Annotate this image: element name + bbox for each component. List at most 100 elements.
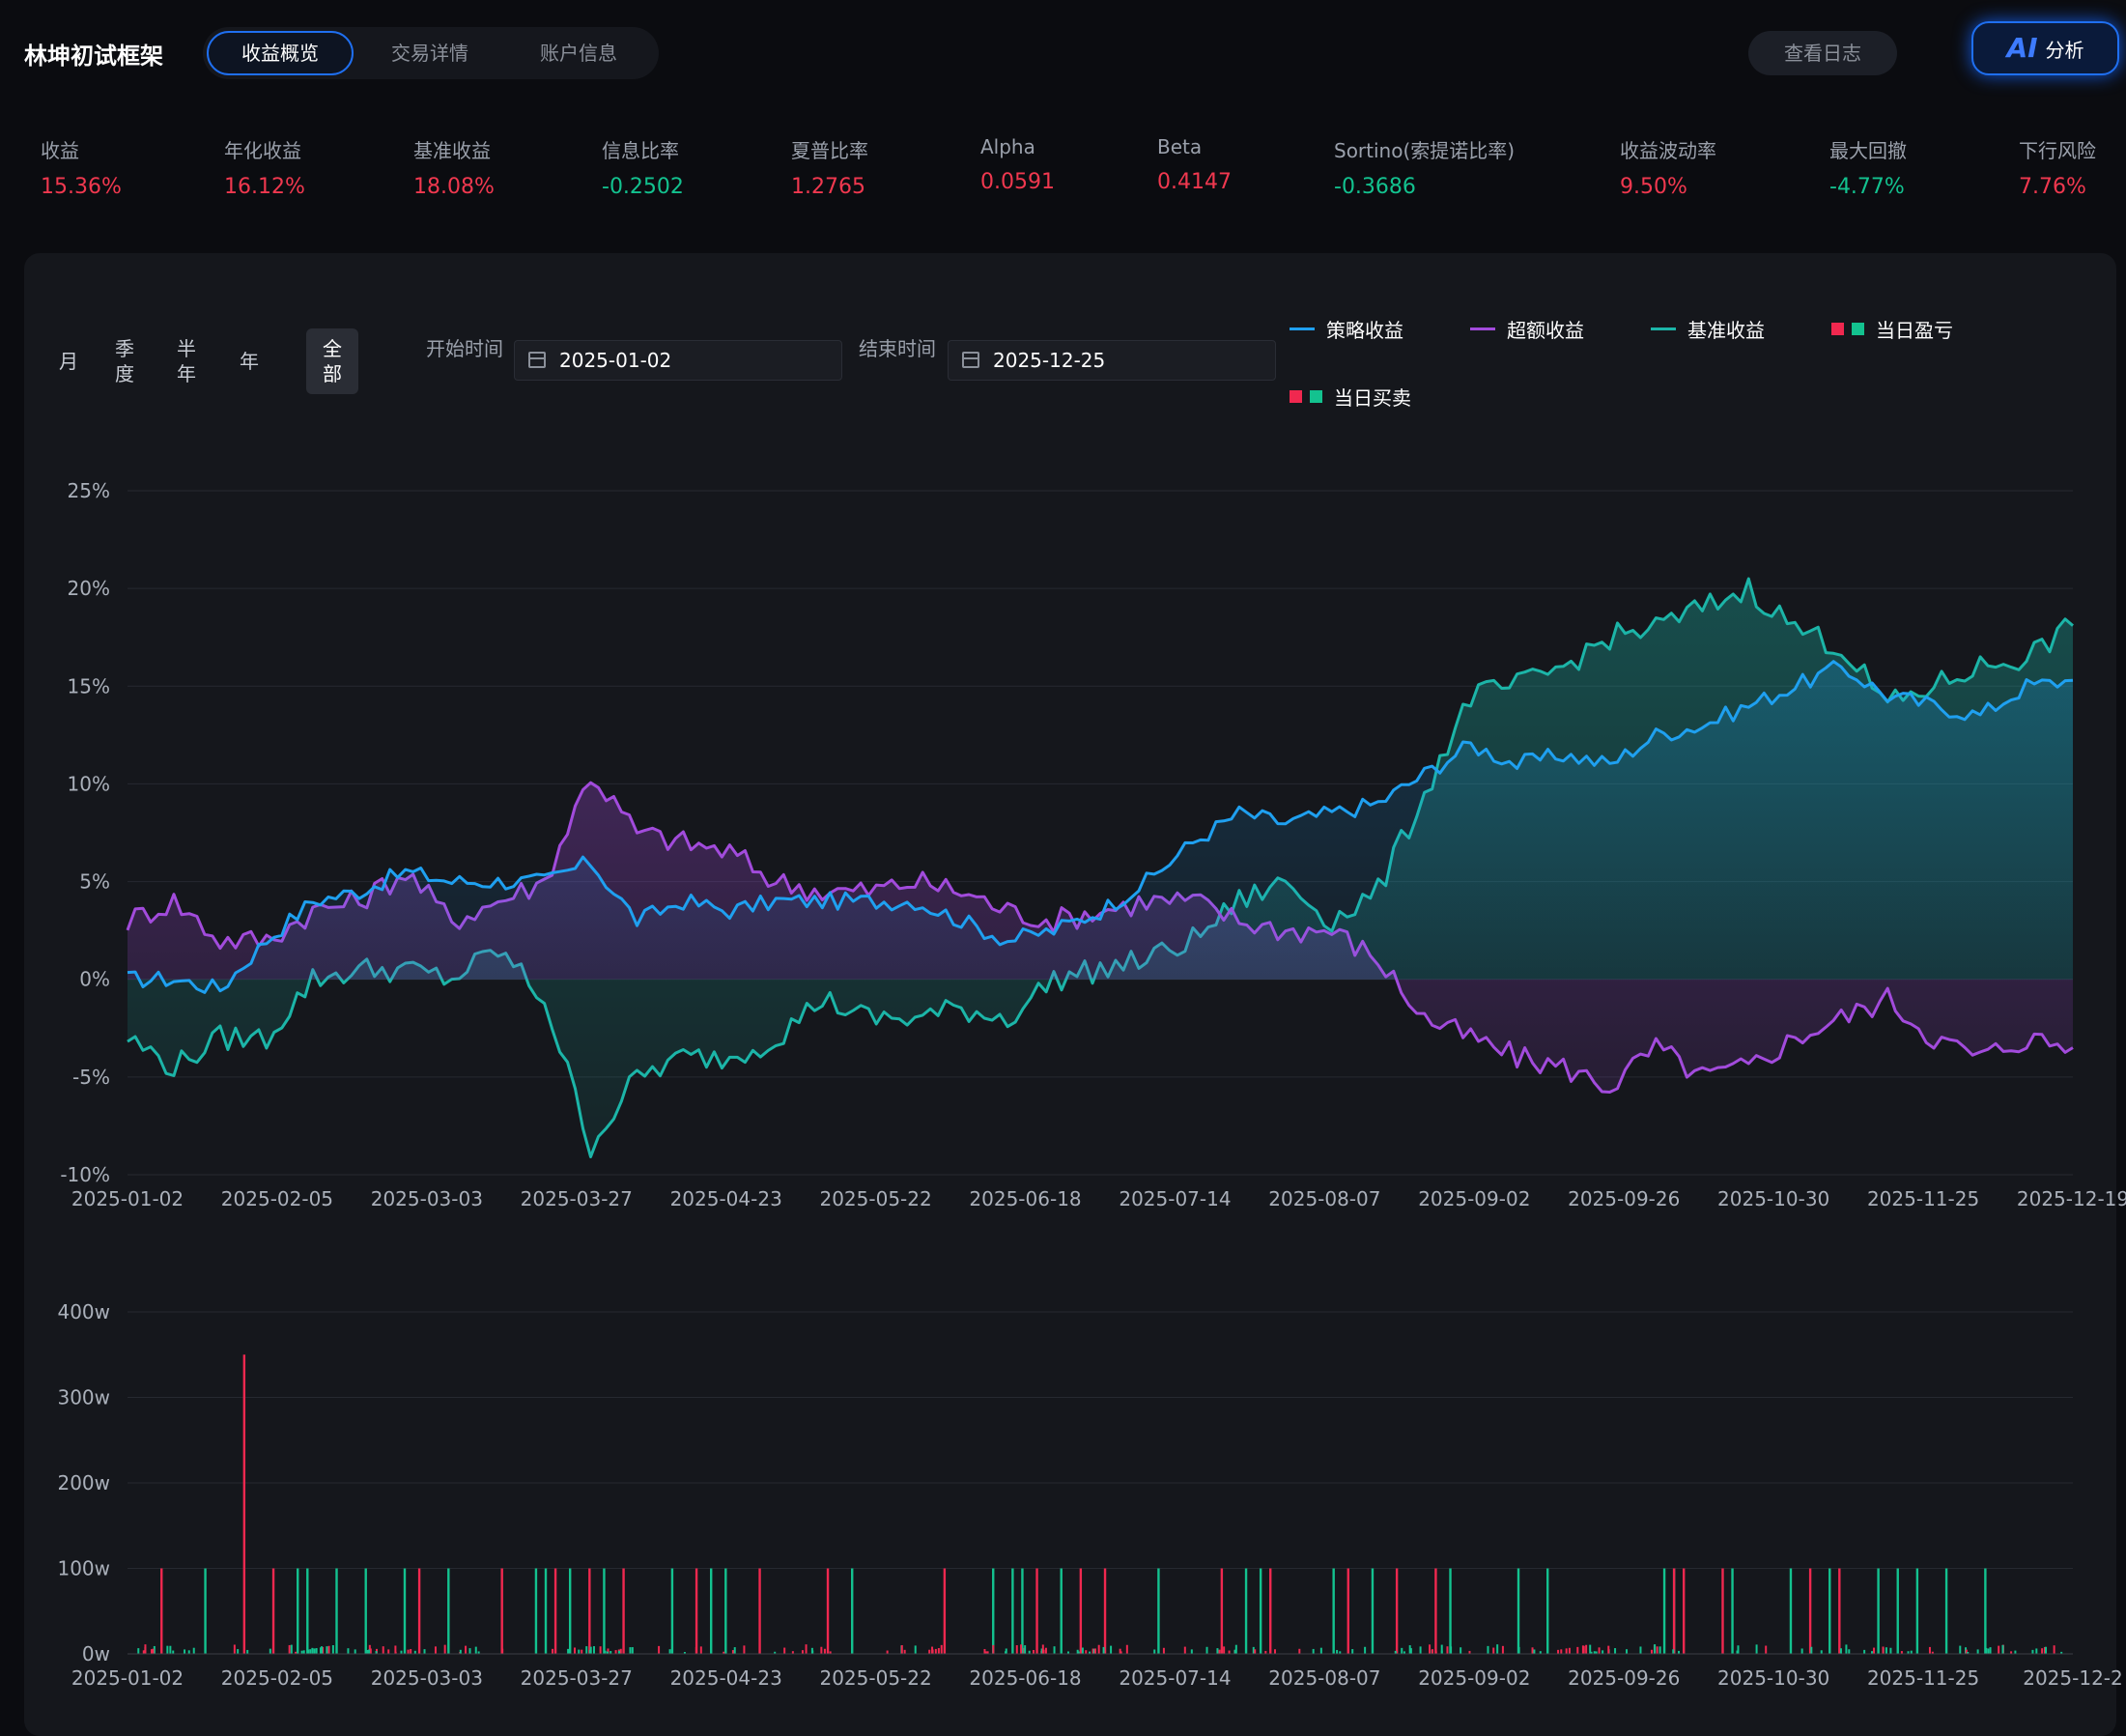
bar-small <box>143 1650 146 1654</box>
bar-small <box>1737 1645 1740 1654</box>
period-quarter[interactable]: 季度 <box>115 337 134 385</box>
x-tick-label: 2025-12-2 <box>2023 1666 2123 1690</box>
bar-small <box>434 1646 437 1654</box>
bar-small <box>618 1650 621 1654</box>
legend-label: 基准收益 <box>1687 319 1765 342</box>
bar-small <box>1755 1644 1758 1654</box>
x-tick-label: 2025-11-25 <box>1867 1666 1979 1690</box>
bar-small <box>581 1649 583 1654</box>
bar-sell <box>1035 1568 1038 1654</box>
tab-account-info[interactable]: 账户信息 <box>540 42 617 65</box>
bar-small <box>578 1649 581 1654</box>
bar-small <box>1967 1651 1970 1654</box>
bar-small <box>983 1648 986 1654</box>
bar-small <box>1097 1644 1100 1654</box>
bar-small <box>246 1649 249 1654</box>
bar-small <box>1020 1644 1023 1654</box>
period-year[interactable]: 年 <box>240 350 259 373</box>
legend-daily-trades[interactable]: 当日买卖 <box>1290 383 1411 411</box>
bar-small <box>1492 1647 1495 1654</box>
bar-small <box>1450 1646 1453 1654</box>
bar-small <box>288 1644 291 1654</box>
bar-small <box>233 1644 236 1654</box>
legend-label: 当日盈亏 <box>1876 319 1953 342</box>
y-tick-label: 10% <box>68 772 110 795</box>
x-tick-label: 2025-04-23 <box>670 1666 782 1690</box>
legend-strategy-return[interactable]: 策略收益 <box>1290 315 1403 343</box>
bar-buy <box>1662 1568 1666 1654</box>
bar-buy <box>204 1568 207 1654</box>
bar-sell <box>417 1568 421 1654</box>
tab-overview[interactable]: 收益概览 <box>207 31 354 75</box>
bar-buy <box>724 1568 727 1654</box>
bar-small <box>192 1647 195 1654</box>
bar-small <box>2035 1648 2038 1654</box>
bar-small <box>166 1645 169 1654</box>
y-tick-label: -5% <box>72 1066 110 1089</box>
bar-buy <box>1244 1568 1248 1654</box>
legend-daily-pnl[interactable]: 当日盈亏 <box>1831 315 1953 343</box>
period-all[interactable]: 全部 <box>306 328 358 394</box>
bar-small <box>1557 1649 1560 1654</box>
ai-analysis-button[interactable]: AI 分析 <box>1971 21 2119 75</box>
period-half-year[interactable]: 半年 <box>177 337 196 385</box>
returns-line-chart: 25% 20% 15% 10% 5% 0% -5% -10%2025-01-02 2025-02… <box>60 479 2126 1210</box>
bar-small <box>805 1644 808 1654</box>
bar-small <box>1254 1649 1257 1654</box>
bar-small <box>1125 1644 1128 1654</box>
metric-label: Alpha <box>980 135 1035 158</box>
metric-value: 18.08% <box>413 175 495 199</box>
bar-small <box>387 1649 390 1654</box>
bar-small <box>1820 1650 1823 1654</box>
bar-small <box>1987 1648 1990 1654</box>
bar-small <box>1234 1644 1237 1654</box>
bar-small <box>992 1644 995 1654</box>
bar-small <box>614 1650 617 1654</box>
legend-square-icon <box>1310 390 1322 403</box>
x-tick-label: 2025-09-02 <box>1418 1187 1530 1210</box>
bar-sell <box>1269 1568 1272 1654</box>
y-tick-label: 25% <box>68 479 110 502</box>
bar-small <box>1533 1649 1536 1654</box>
bar-sell <box>1672 1568 1676 1654</box>
legend-line-icon <box>1651 327 1676 330</box>
bar-small <box>592 1646 595 1654</box>
bar-small <box>604 1650 607 1654</box>
bar-small <box>1153 1649 1156 1654</box>
metric-max-drawdown: 最大回撤 -4.77% <box>1829 135 1907 199</box>
end-date-input[interactable]: 2025-12-25 <box>948 340 1276 381</box>
bar-small <box>465 1645 468 1654</box>
end-time-label: 结束时间 <box>859 337 936 360</box>
bar-small <box>1487 1645 1489 1654</box>
bar-small <box>1565 1648 1568 1654</box>
metric-value: 9.50% <box>1620 175 1687 199</box>
bar-small <box>733 1647 736 1654</box>
bar-small <box>1985 1647 1988 1654</box>
bar-small <box>743 1645 746 1654</box>
bar-small <box>552 1648 554 1654</box>
bar-buy <box>1944 1568 1948 1654</box>
bar-sell <box>553 1568 557 1654</box>
bar-small <box>326 1646 328 1654</box>
tab-trade-details[interactable]: 交易详情 <box>391 42 468 65</box>
bar-small <box>237 1649 240 1654</box>
period-month[interactable]: 月 <box>59 350 78 373</box>
bar-sell <box>500 1568 503 1654</box>
legend-excess-return[interactable]: 超额收益 <box>1470 315 1584 343</box>
trades-bar-chart: 0w 100w 200w 300w 400w 2025-01-02 2025-02-05 20… <box>57 1300 2122 1690</box>
bar-small <box>1077 1651 1080 1654</box>
bar-small <box>366 1649 369 1654</box>
bar-small <box>1531 1647 1534 1654</box>
view-log-button[interactable]: 查看日志 <box>1748 31 1897 75</box>
calendar-icon <box>962 352 979 368</box>
y-tick-label: 0w <box>82 1642 110 1665</box>
bar-small <box>459 1649 462 1654</box>
bar-small <box>585 1646 588 1654</box>
legend-benchmark-return[interactable]: 基准收益 <box>1651 315 1765 343</box>
bar-small <box>474 1646 477 1654</box>
bar-small <box>1119 1648 1121 1654</box>
bar-small <box>413 1650 416 1654</box>
bar-small <box>1033 1649 1035 1654</box>
start-date-input[interactable]: 2025-01-02 <box>514 340 842 381</box>
